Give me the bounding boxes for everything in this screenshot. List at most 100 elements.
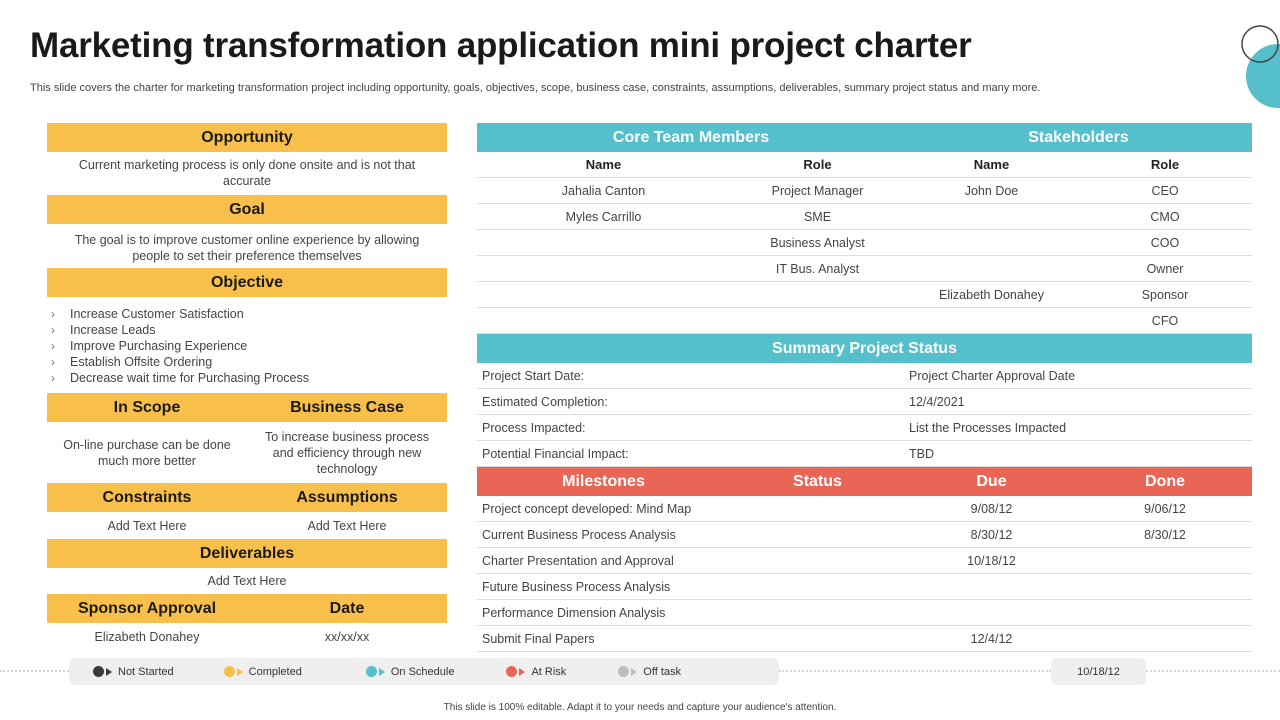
date-label: Date [329,599,365,617]
page-title: Marketing transformation application min… [30,26,972,65]
team-table-body: Jahalia Canton Project Manager John Doe CEO… [477,178,1252,334]
milestone-due-cell: 12/4/12 [970,631,1013,646]
team-header-bar: Core Team Members Stakeholders [477,123,1252,152]
summary-value-cell: List the Processes Impacted [909,420,1067,435]
team-table-header: Name Role Name Role [477,152,1252,178]
table-cell: Myles Carrillo [565,209,642,224]
scope-business-case-header: In Scope Business Case [47,393,447,422]
table-row: IT Bus. Analyst Owner [477,256,1252,282]
milestone-done-cell: 9/06/12 [1144,501,1186,516]
milestones-header-bar: Milestones Status Due Done [477,467,1252,496]
table-row: Submit Final Papers 12/4/12 [477,626,1252,652]
status-legend: Not Started Completed On Schedule At Risk Of… [69,658,779,685]
assumptions-label: Assumptions [296,488,398,506]
milestone-status-cell [730,522,905,547]
legend-date: 10/18/12 [1051,658,1146,685]
column-header: Role [803,157,832,172]
list-item: › Increase Leads [51,323,156,337]
legend-label: Off task [643,665,681,678]
table-cell: CEO [1151,183,1179,198]
opportunity-text: Current marketing process is only done o… [78,158,416,188]
legend-label: Completed [248,665,302,678]
legend-label: On Schedule [390,665,455,678]
milestone-name-cell: Current Business Process Analysis [482,527,676,542]
charter-right-column: Core Team Members Stakeholders Name Role… [477,123,1252,652]
status-dot-icon [93,666,104,677]
deliverables-header: Deliverables [47,539,447,568]
status-dot-icon [618,666,630,677]
milestone-done-cell [1078,600,1252,625]
summary-value-cell: 12/4/2021 [909,394,965,409]
objective-header: Objective [47,268,447,297]
table-cell: CFO [1151,313,1179,328]
in-scope-text: On-line purchase can be done much more b… [63,437,231,468]
legend-dotted-line [1146,670,1280,672]
deliverables-text: Add Text Here [207,574,287,588]
milestone-status-cell [730,496,905,521]
arrow-icon [236,667,243,676]
table-row: Project Start Date: Project Charter Appro… [477,363,1252,389]
date-text: xx/xx/xx [324,629,370,644]
table-cell: Project Manager [771,183,864,198]
table-cell: COO [1150,235,1180,250]
column-header: Name [585,157,622,172]
scope-business-case-text: On-line purchase can be done much more b… [47,422,447,483]
milestone-due-cell [905,574,1078,599]
summary-label-cell: Project Start Date: [482,368,585,383]
legend-item: Completed [223,665,302,678]
summary-label: Summary Project Status [772,339,957,357]
table-cell [730,282,905,307]
column-header: Milestones [562,472,645,490]
milestone-status-cell [730,600,905,625]
table-cell: CMO [1150,209,1180,224]
summary-label-cell: Potential Financial Impact: [482,446,629,461]
column-header: Name [973,157,1010,172]
table-cell [477,282,730,307]
milestone-name-cell: Future Business Process Analysis [482,579,671,594]
status-dot-icon [506,666,518,677]
decorative-circles [1220,14,1280,124]
table-cell [477,230,730,255]
table-row: Current Business Process Analysis 8/30/12… [477,522,1252,548]
sponsor-date-text: Elizabeth Donahey xx/xx/xx [47,623,447,650]
table-row: Process Impacted: List the Processes Impa… [477,415,1252,441]
table-row: Elizabeth Donahey Sponsor [477,282,1252,308]
milestone-status-cell [730,626,905,651]
table-row: Project concept developed: Mind Map 9/08/… [477,496,1252,522]
table-cell: SME [803,209,832,224]
list-item: › Establish Offsite Ordering [51,355,213,369]
constraints-assumptions-header: Constraints Assumptions [47,483,447,512]
in-scope-label: In Scope [113,398,181,416]
constraints-assumptions-text: Add Text Here Add Text Here [47,512,447,539]
page-subtitle: This slide covers the charter for market… [30,82,1041,94]
milestone-name-cell: Charter Presentation and Approval [482,553,674,568]
summary-table-body: Project Start Date: Project Charter Appro… [477,363,1252,467]
table-cell [477,256,730,281]
table-row: CFO [477,308,1252,334]
constraints-text: Add Text Here [107,518,187,533]
table-cell: John Doe [964,183,1019,198]
table-cell [905,256,1078,281]
column-header: Due [976,472,1007,490]
table-cell [477,308,730,333]
table-cell: Elizabeth Donahey [939,287,1044,302]
milestone-due-cell: 9/08/12 [970,501,1013,516]
summary-header-bar: Summary Project Status [477,334,1252,363]
table-cell: Owner [1146,261,1184,276]
arrow-icon [106,667,112,676]
stakeholders-label: Stakeholders [1028,128,1129,146]
business-case-text: To increase business process and efficie… [265,429,429,476]
milestone-name-cell: Project concept developed: Mind Map [482,501,692,516]
list-item: › Improve Purchasing Experience [51,339,248,353]
legend-item: Not Started [93,666,174,678]
legend-label: Not Started [118,665,174,678]
table-cell: Business Analyst [770,235,865,250]
milestone-due-cell [905,600,1078,625]
list-item: › Increase Customer Satisfaction [51,307,244,321]
milestone-done-cell [1078,574,1252,599]
sponsor-approval-text: Elizabeth Donahey [94,629,200,644]
sponsor-approval-label: Sponsor Approval [77,599,217,617]
legend-item: Off task [618,666,681,678]
summary-label-cell: Process Impacted: [482,420,586,435]
table-row: Estimated Completion: 12/4/2021 [477,389,1252,415]
